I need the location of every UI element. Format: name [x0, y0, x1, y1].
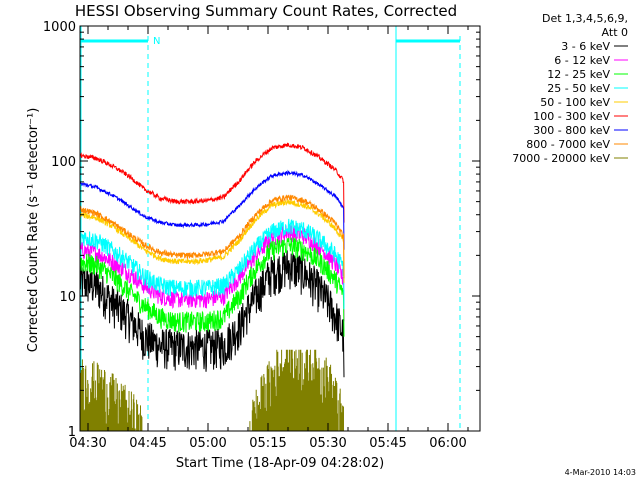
x-tick-label: 05:45 — [369, 436, 406, 451]
x-tick-label: 05:15 — [249, 436, 286, 451]
series-trace — [79, 142, 345, 223]
series-25-50kev — [79, 218, 345, 310]
chart-title: HESSI Observing Summary Count Rates, Cor… — [75, 2, 457, 20]
series-trace — [79, 250, 345, 378]
y-axis-label: Corrected Count Rate (s⁻¹ detector⁻¹) — [26, 108, 41, 353]
series-7000-20000kev — [79, 349, 344, 431]
y-tick-label: 1 — [68, 425, 76, 440]
time-markers: N — [80, 26, 461, 431]
series-300-800kev — [79, 169, 345, 250]
x-tick-label: 06:00 — [429, 436, 466, 451]
series-trace — [79, 349, 344, 431]
series-lines — [79, 142, 345, 431]
series-3-6kev — [79, 250, 345, 378]
series-trace — [79, 199, 345, 283]
plot-timestamp: 4-Mar-2010 14:03 — [565, 468, 636, 477]
series-trace — [79, 236, 345, 337]
x-axis-label: Start Time (18-Apr-09 04:28:02) — [176, 456, 384, 471]
plot-frame — [79, 25, 481, 432]
series-800-7000kev — [79, 194, 345, 279]
y-tick-label: 1000 — [43, 20, 76, 35]
series-12-25kev — [79, 236, 345, 337]
y-tick-label: 10 — [59, 290, 76, 305]
axis-ticks: 04:30 04:45 05:00 05:15 05:30 05:45 06:00 1 10 10… — [43, 20, 480, 451]
legend-entry-label: 800 - 7000 keV — [526, 138, 610, 151]
y-tick-label: 100 — [51, 155, 76, 170]
legend-entry-label: 50 - 100 keV — [540, 96, 610, 109]
x-tick-label: 05:30 — [309, 436, 346, 451]
series-100-300kev — [79, 142, 345, 223]
series-50-100kev — [79, 199, 345, 283]
legend-entry-label: 100 - 300 keV — [533, 110, 610, 123]
series-trace — [79, 218, 345, 310]
legend-entry-label: 6 - 12 keV — [554, 54, 610, 67]
x-tick-label: 05:00 — [189, 436, 226, 451]
legend-entry-label: 25 - 50 keV — [547, 82, 610, 95]
legend-entry-label: 12 - 25 keV — [547, 68, 610, 81]
flag-label: N — [153, 36, 160, 47]
legend-header-line-1: Det 1,3,4,5,6,9, — [542, 12, 628, 25]
plot-area: N 04:30 04:45 05:00 05:15 05:30 05:45 06:00 1 10… — [43, 20, 481, 451]
series-trace — [79, 194, 345, 279]
x-tick-label: 04:30 — [69, 436, 106, 451]
legend-entry-label: 3 - 6 keV — [561, 40, 610, 53]
legend-entry-label: 7000 - 20000 keV — [512, 152, 610, 165]
x-tick-label: 04:45 — [129, 436, 166, 451]
series-trace — [79, 169, 345, 250]
legend-entry-label: 300 - 800 keV — [533, 124, 610, 137]
legend-header-line-2: Att 0 — [602, 26, 628, 39]
